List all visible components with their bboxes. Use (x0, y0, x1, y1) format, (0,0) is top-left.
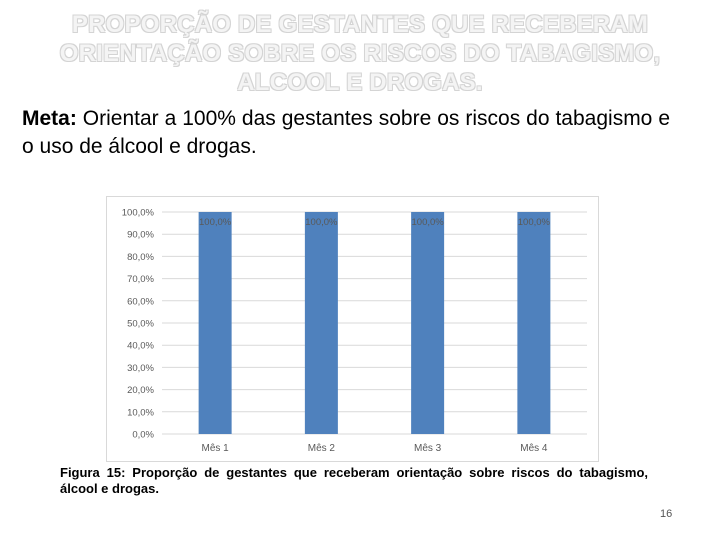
goal-label: Meta: (22, 107, 77, 130)
x-tick-label: Mês 1 (202, 443, 230, 454)
y-tick-label: 100,0% (122, 208, 155, 219)
bar (517, 212, 551, 434)
page-number: 16 (660, 508, 673, 520)
y-tick-label: 50,0% (127, 319, 154, 330)
slide-title: PROPORÇÃO DE GESTANTES QUE RECEBERAM ORI… (59, 11, 661, 96)
bar-chart: 0,0% 10,0% 20,0% 30,0% 40,0% 50,0% 60,0% 70,0% 8… (106, 196, 599, 462)
data-label: 100,0% (518, 217, 551, 228)
data-label: 100,0% (412, 217, 445, 228)
bar (198, 212, 232, 434)
y-tick-label: 60,0% (127, 296, 154, 307)
y-tick-label: 30,0% (127, 363, 154, 374)
caption-text: Proporção de gestantes que receberam ori… (60, 465, 648, 496)
x-tick-label: Mês 3 (414, 443, 442, 454)
figure-caption: Figura 15: Proporção de gestantes que re… (60, 465, 648, 497)
data-label: 100,0% (199, 217, 232, 228)
y-tick-label: 90,0% (127, 230, 154, 241)
bar (411, 212, 445, 434)
y-tick-label: 10,0% (127, 407, 154, 418)
y-tick-label: 80,0% (127, 252, 154, 263)
data-label: 100,0% (305, 217, 338, 228)
y-tick-label: 40,0% (127, 341, 154, 352)
y-tick-label: 20,0% (127, 385, 154, 396)
chart-canvas: 0,0% 10,0% 20,0% 30,0% 40,0% 50,0% 60,0% 70,0% 8… (122, 208, 587, 454)
bar (304, 212, 338, 434)
x-tick-label: Mês 4 (520, 443, 548, 454)
x-tick-label: Mês 2 (308, 443, 336, 454)
y-tick-label: 70,0% (127, 274, 154, 285)
goal-description: Orientar a 100% das gestantes sobre os r… (22, 107, 670, 158)
goal-text: Meta: Orientar a 100% das gestantes sobr… (22, 105, 670, 161)
caption-prefix: Figura 15: (60, 465, 126, 480)
y-tick-label: 0,0% (132, 430, 154, 441)
